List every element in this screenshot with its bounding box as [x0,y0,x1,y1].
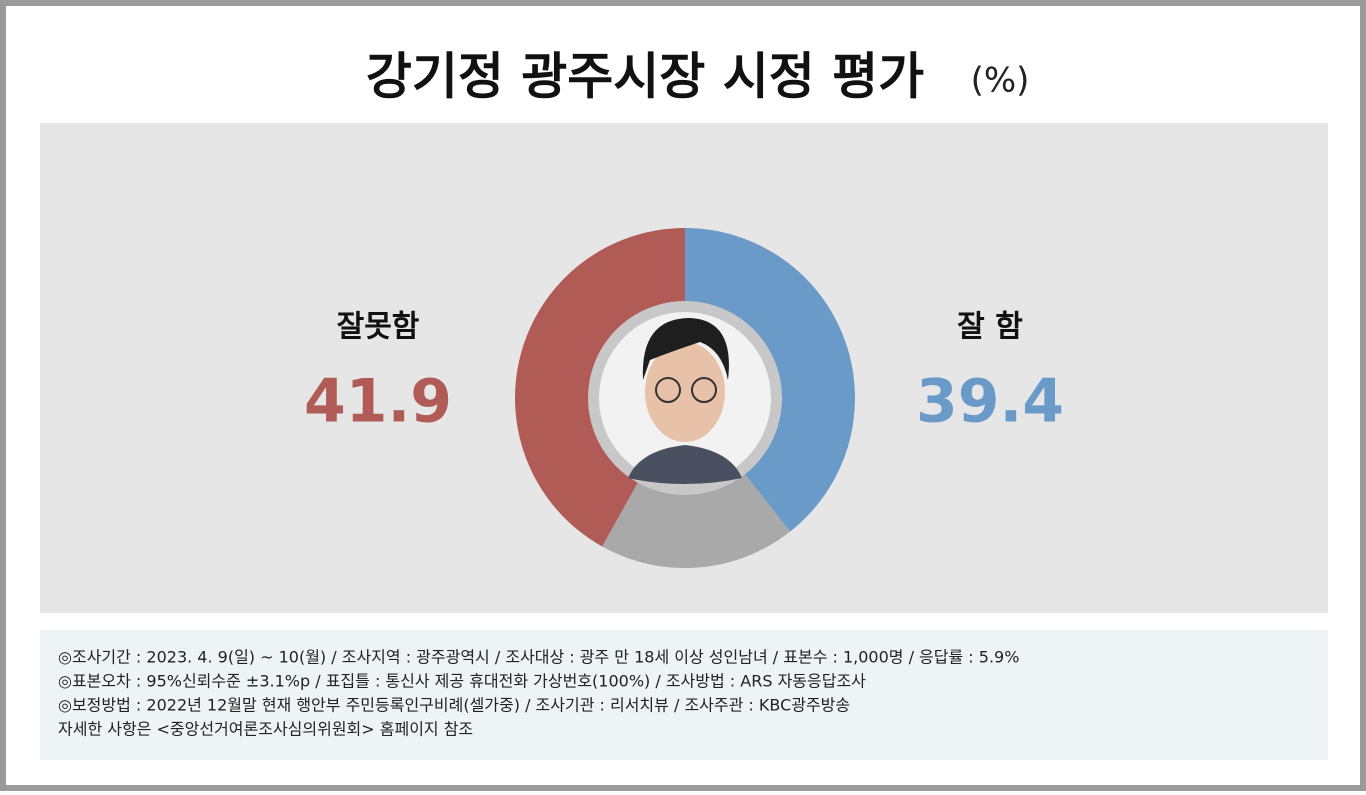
chart-title: 강기정 광주시장 시정 평가 [366,48,924,106]
value-label: 39.4 [916,367,1064,437]
unit-label: (%) [971,61,1030,101]
portrait [588,301,782,495]
note-line: ◎보정방법 : 2022년 12월말 현재 행안부 주민등록인구비례(셀가중) … [58,696,850,715]
note-line: 자세한 사항은 <중앙선거여론조사심의위원회> 홈페이지 참조 [58,720,473,739]
note-line: ◎조사기간 : 2023. 4. 9(일) ~ 10(월) / 조사지역 : 광… [58,648,1019,667]
category-label: 잘못함 [337,310,420,345]
category-label: 잘 함 [957,310,1023,345]
value-label: 41.9 [304,367,452,437]
note-line: ◎표본오차 : 95%신뢰수준 ±3.1%p / 표집틀 : 통신사 제공 휴대… [58,672,866,691]
chart: 강기정 광주시장 시정 평가 (%) ◎조사기간 : 2023. 4. 9(일)… [0,0,1366,791]
